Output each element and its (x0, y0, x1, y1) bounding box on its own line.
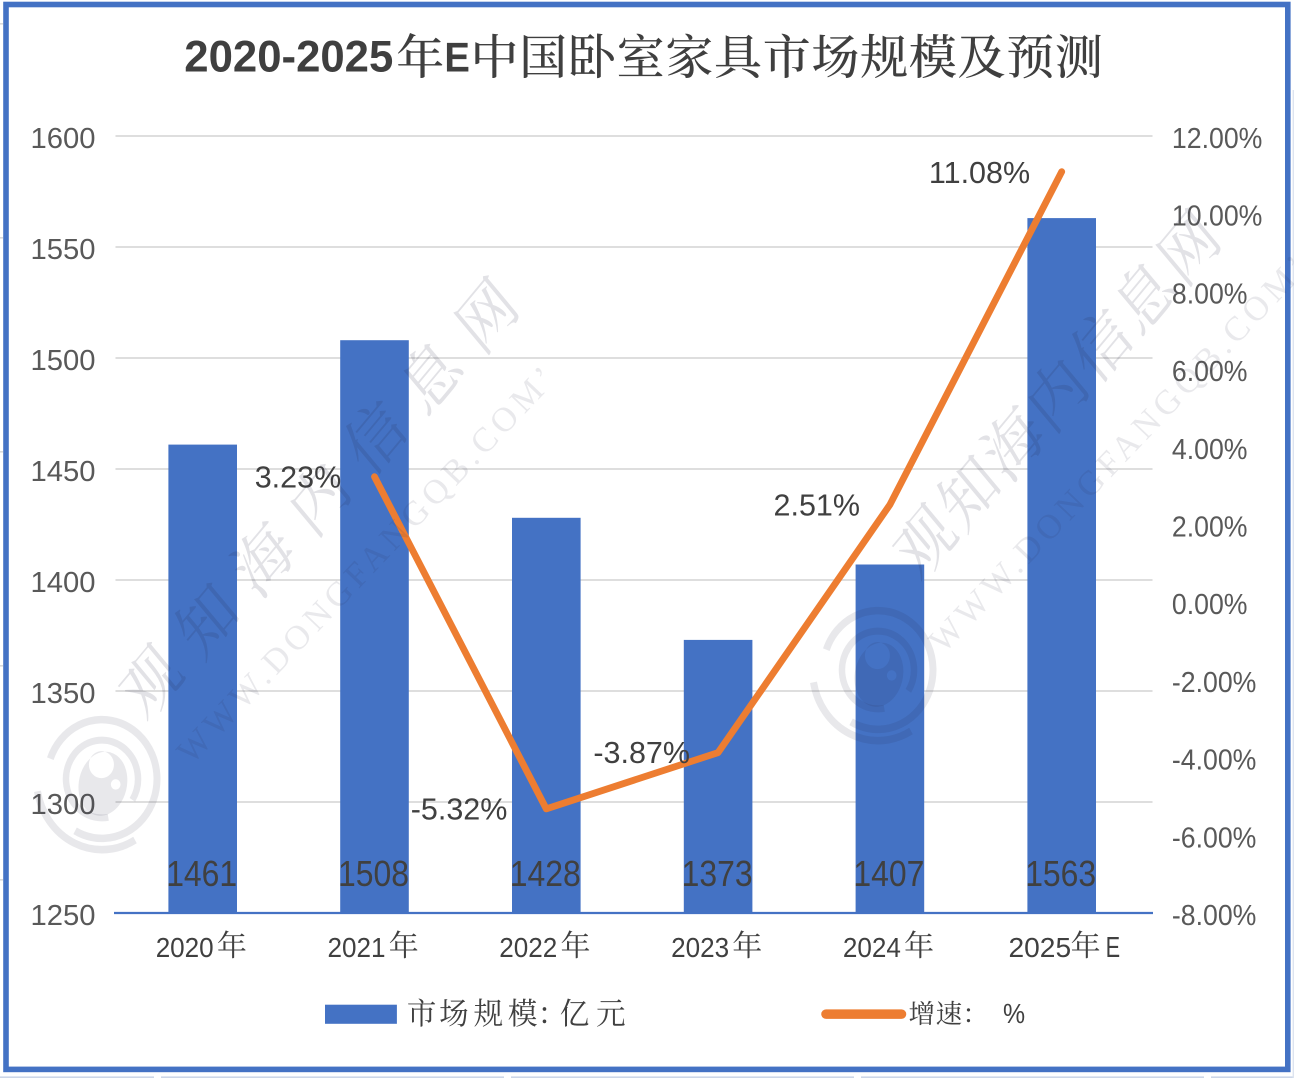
svg-text:1350: 1350 (31, 678, 96, 710)
svg-text:1461: 1461 (166, 853, 237, 894)
svg-text:E: E (1106, 932, 1121, 964)
svg-text:2.51%: 2.51% (774, 488, 860, 522)
svg-text:%: % (1003, 998, 1025, 1029)
svg-text:2.00%: 2.00% (1172, 512, 1248, 544)
svg-text:1250: 1250 (31, 900, 96, 932)
svg-text:12.00%: 12.00% (1172, 123, 1263, 155)
svg-text:11.08%: 11.08% (929, 156, 1030, 190)
svg-text:2020: 2020 (156, 932, 214, 963)
svg-text:1407: 1407 (853, 853, 924, 894)
svg-text:2023: 2023 (671, 932, 729, 963)
svg-text:-3.87%: -3.87% (593, 736, 690, 770)
svg-text:-5.32%: -5.32% (411, 793, 508, 827)
svg-text:1550: 1550 (31, 234, 96, 266)
svg-text:8.00%: 8.00% (1172, 278, 1248, 310)
svg-text:2025: 2025 (1009, 932, 1072, 963)
svg-text:0.00%: 0.00% (1172, 589, 1248, 621)
svg-text:1400: 1400 (31, 567, 96, 599)
svg-text:3.23%: 3.23% (255, 460, 341, 494)
svg-text:-8.00%: -8.00% (1172, 900, 1257, 932)
svg-text:2020-2025: 2020-2025 (184, 32, 393, 82)
svg-text:2024: 2024 (843, 932, 901, 963)
svg-text:1500: 1500 (31, 345, 96, 377)
svg-text:1428: 1428 (510, 853, 581, 894)
svg-text:-2.00%: -2.00% (1172, 667, 1257, 699)
svg-text:1508: 1508 (338, 853, 409, 894)
svg-text:-6.00%: -6.00% (1172, 822, 1257, 854)
svg-text:4.00%: 4.00% (1172, 434, 1248, 466)
svg-text:1300: 1300 (31, 789, 96, 821)
svg-text:1563: 1563 (1025, 853, 1096, 894)
svg-text:2021: 2021 (328, 932, 386, 963)
svg-text:10.00%: 10.00% (1172, 201, 1263, 233)
svg-text:2022: 2022 (499, 932, 557, 963)
svg-text:6.00%: 6.00% (1172, 356, 1248, 388)
svg-text:1450: 1450 (31, 456, 96, 488)
svg-text:1373: 1373 (682, 853, 753, 894)
svg-text:E: E (444, 33, 470, 80)
svg-text:-4.00%: -4.00% (1172, 745, 1257, 777)
svg-text:1600: 1600 (31, 123, 96, 155)
